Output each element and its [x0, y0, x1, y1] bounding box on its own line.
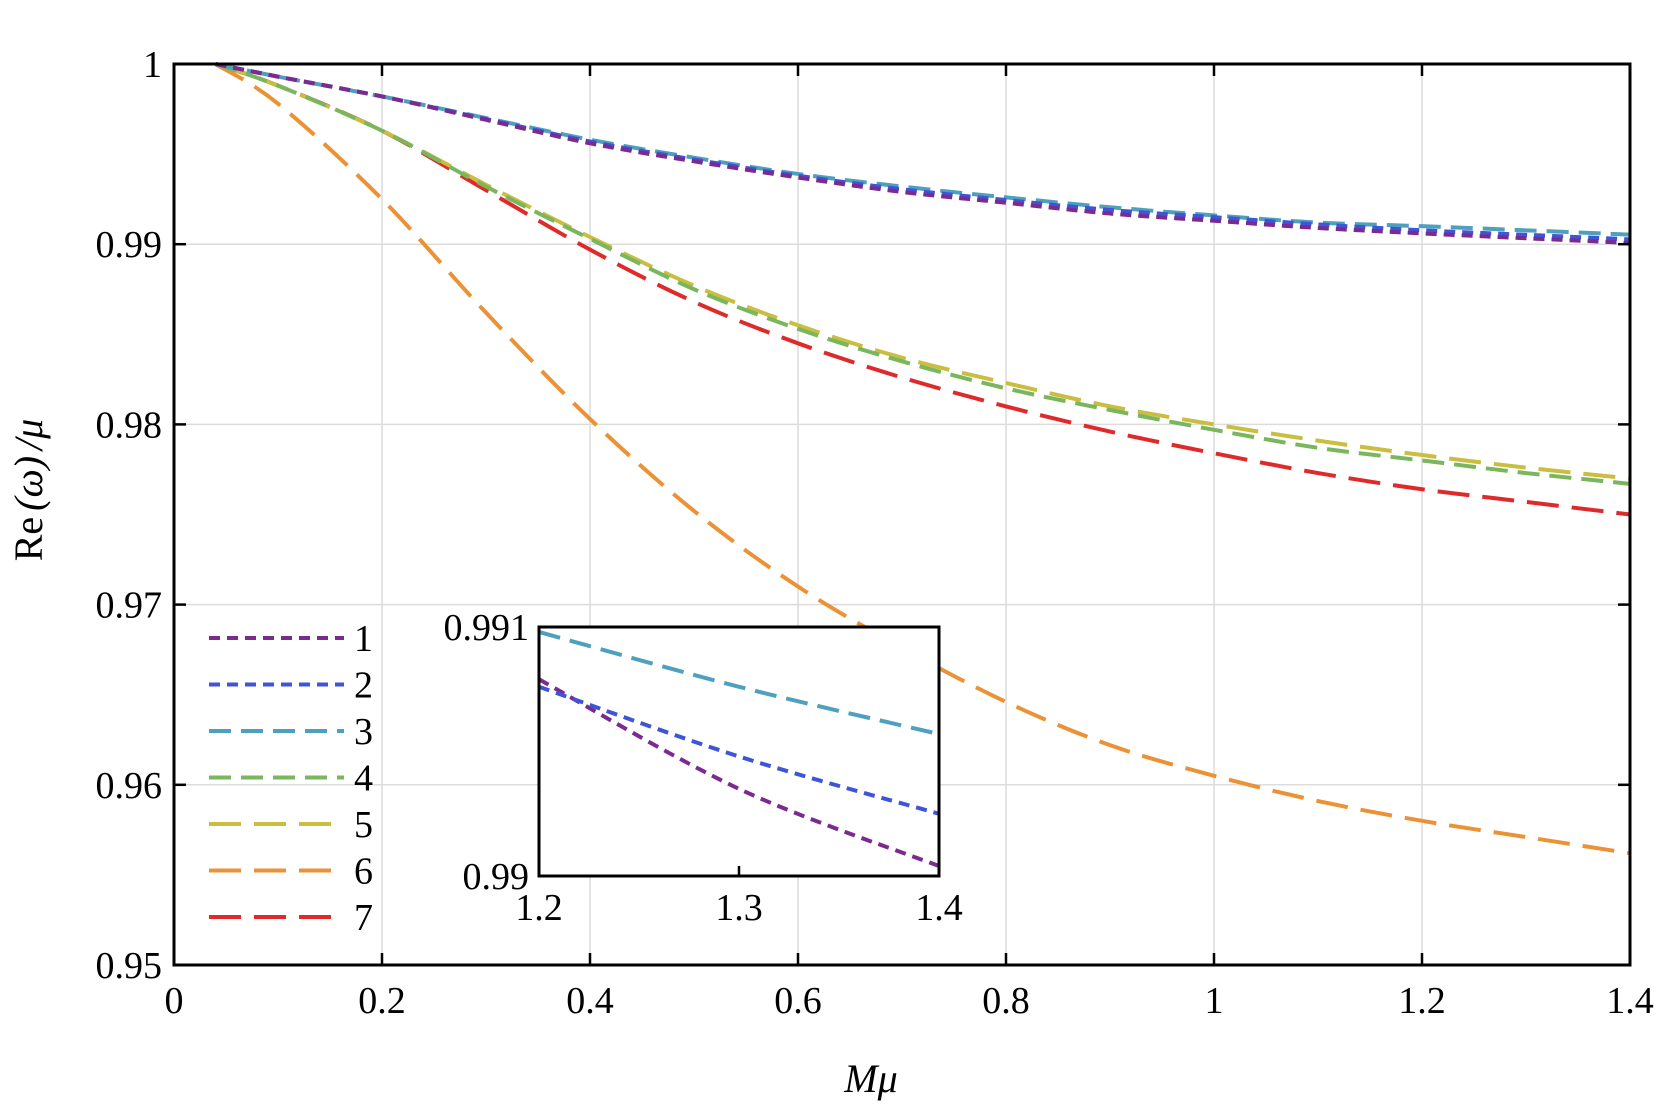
y-tick-label: 0.97	[96, 585, 163, 627]
series-line-3	[215, 62, 1631, 237]
x-axis-title: Mμ	[843, 1056, 897, 1101]
inset-x-tick-label: 1.3	[715, 887, 763, 929]
x-tick-label: 0.2	[358, 980, 406, 1022]
y-tick-label: 0.99	[96, 224, 163, 266]
x-tick-label: 1	[1205, 980, 1224, 1022]
x-tick-label: 0.8	[982, 980, 1030, 1022]
legend-label: 1	[354, 618, 373, 660]
y-tick-label: 0.95	[96, 945, 163, 987]
series-line-5	[214, 62, 1631, 481]
x-tick-label: 1.2	[1398, 980, 1446, 1022]
y-axis-title: Re (ω) /μ	[6, 419, 51, 562]
legend-label: 4	[354, 758, 373, 800]
y-tick-label: 0.96	[96, 765, 163, 807]
y-axis-title-prefix: Re	[6, 517, 51, 561]
inset-background	[539, 627, 939, 876]
x-tick-label: 0	[165, 980, 184, 1022]
x-tick-label: 1.4	[1606, 980, 1654, 1022]
legend-label: 5	[354, 804, 373, 846]
x-tick-label: 0.4	[566, 980, 614, 1022]
series-line-7	[214, 62, 1631, 517]
grid	[174, 64, 1630, 965]
series-layer	[214, 62, 1631, 856]
legend-label: 3	[354, 711, 373, 753]
legend-item-5: 5	[209, 804, 373, 846]
series-line-4	[214, 62, 1631, 486]
legend-label: 7	[354, 897, 373, 939]
tick-labels: 0 0.2 0.4 0.6 0.8 1 1.2 1.4 0.95 0.96 0.97 0.98 0.99…	[96, 44, 1654, 1022]
ticks	[172, 62, 1632, 967]
series-line-1	[215, 62, 1631, 245]
inset-y-tick-label: 0.991	[444, 607, 530, 649]
legend-item-1: 1	[209, 618, 373, 660]
inset-x-tick-label: 1.2	[515, 887, 563, 929]
y-axis-title-paren: (ω)	[6, 456, 51, 511]
plot-frame	[172, 62, 1632, 967]
inset-series-line-3	[538, 630, 940, 737]
legend-item-7: 7	[209, 897, 373, 939]
inset-ticks	[537, 625, 941, 878]
legend-item-3: 3	[209, 711, 373, 753]
series-line-2	[215, 62, 1631, 242]
y-axis-title-suffix: /μ	[6, 419, 51, 452]
inset-y-tick-label: 0.99	[463, 856, 530, 898]
legend-label: 2	[354, 665, 373, 707]
legend-item-6: 6	[209, 851, 373, 893]
inset-tick-labels: 1.2 1.3 1.4 0.99 0.991	[444, 607, 963, 929]
legend-item-2: 2	[209, 665, 373, 707]
inset: 1.2 1.3 1.4 0.99 0.991	[444, 607, 963, 929]
inset-series-line-2	[538, 684, 940, 816]
y-tick-label: 1	[143, 44, 162, 86]
series-line-6	[214, 62, 1631, 856]
legend-item-4: 4	[209, 758, 373, 800]
legend-label: 6	[354, 851, 373, 893]
inset-x-tick-label: 1.4	[915, 887, 963, 929]
x-tick-label: 0.6	[774, 980, 822, 1022]
y-tick-label: 0.98	[96, 404, 163, 446]
legend: 1 23 45 67	[209, 618, 373, 939]
inset-series-layer	[538, 630, 940, 868]
